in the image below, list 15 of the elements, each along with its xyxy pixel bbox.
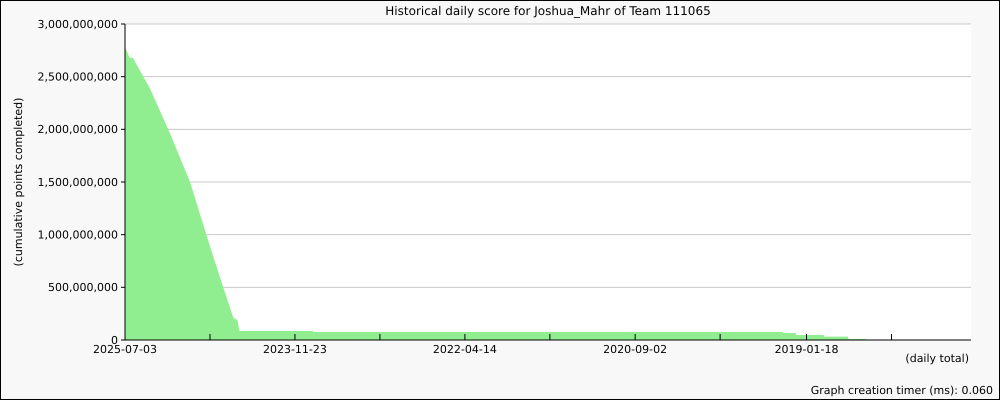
text: Graph creation timer (ms): 0.060 — [810, 384, 993, 397]
y-tick-label: 1,000,000,000 — [38, 228, 118, 242]
y-tick-label: 2,500,000,000 — [38, 70, 118, 84]
x-tick-label: 2025-07-03 — [93, 343, 157, 356]
chart-title: Historical daily score for Joshua_Mahr of Team 111065 — [385, 4, 711, 18]
y-axis-title: (cumulative points completed) — [12, 98, 25, 266]
y-tick-label: 2,000,000,000 — [38, 123, 118, 136]
y-tick-label: 1,500,000,000 — [38, 176, 118, 189]
x-tick-label: 2023-11-23 — [262, 343, 327, 356]
y-tick-label: 500,000,000 — [48, 281, 118, 294]
x-tick-label: 2020-09-02 — [603, 343, 668, 356]
x-tick-label: 2019-01-18 — [774, 343, 839, 356]
x-tick-label: 2022-04-14 — [432, 343, 497, 356]
x-axis-title: (daily total) — [905, 352, 969, 365]
y-tick-label: 3,000,000,000 — [38, 18, 118, 31]
